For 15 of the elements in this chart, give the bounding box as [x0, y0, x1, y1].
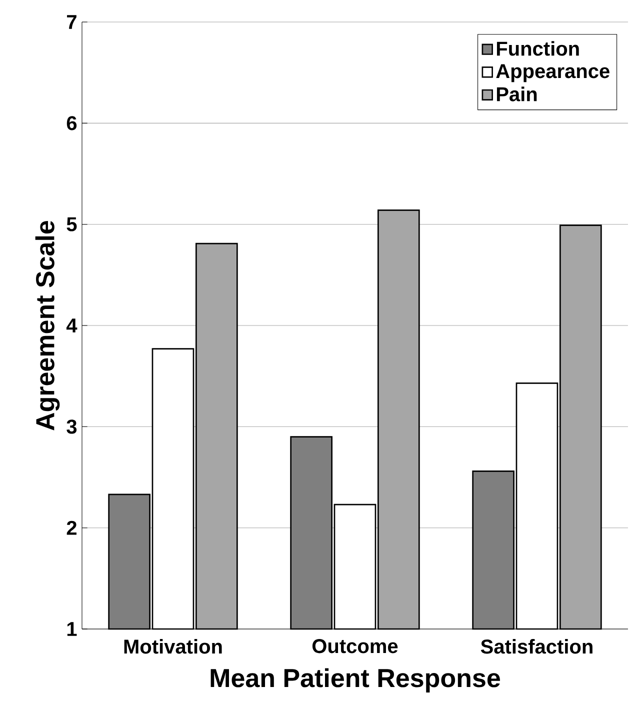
y-tick-label: 7: [67, 15, 76, 29]
x-axis-title: Mean Patient Response: [210, 668, 500, 692]
y-axis-title: Agreement Scale: [35, 220, 60, 430]
x-tick-label: Outcome: [312, 639, 398, 654]
y-tick-label: 6: [66, 116, 77, 130]
y-tick-label: 1: [67, 622, 77, 636]
x-tick-label: Motivation: [124, 639, 222, 654]
x-tick-label: Satisfaction: [480, 639, 592, 654]
y-tick-label: 5: [66, 217, 77, 232]
y-tick-label: 3: [66, 420, 77, 434]
legend-label: Pain: [496, 86, 537, 102]
legend-label: Function: [496, 41, 579, 56]
y-tick-label: 4: [66, 318, 78, 332]
y-tick-label: 2: [66, 520, 76, 535]
legend-label: Appearance: [496, 64, 610, 82]
